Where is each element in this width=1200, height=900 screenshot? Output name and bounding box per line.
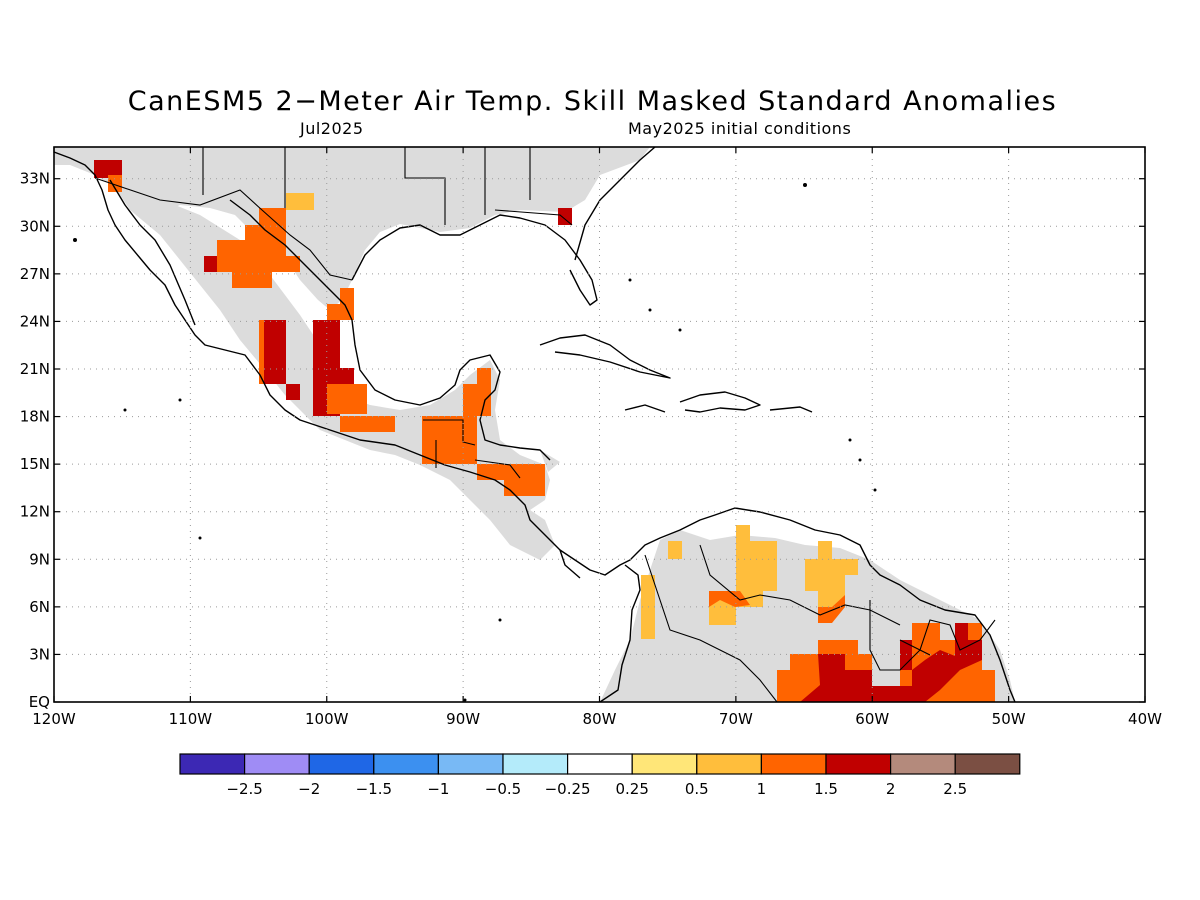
lat-label: EQ — [29, 693, 50, 711]
anomaly-cell — [340, 416, 395, 432]
anomaly-cells — [94, 160, 995, 702]
map-content — [54, 147, 1016, 702]
colorbar-swatch — [889, 753, 956, 775]
lon-label: 90W — [446, 710, 480, 728]
colorbar-tick-label: 1.5 — [814, 780, 838, 798]
lat-label: 33N — [20, 170, 50, 188]
lon-label: 40W — [1128, 710, 1162, 728]
map-title: CanESM5 2−Meter Air Temp. Skill Masked S… — [127, 86, 1058, 117]
colorbar-swatch — [437, 753, 504, 775]
colorbar-tick-label: 0.25 — [615, 780, 648, 798]
colorbar-tick-label: 1 — [757, 780, 767, 798]
colorbar-tick-label: −0.5 — [485, 780, 521, 798]
gridlines — [54, 147, 1145, 702]
colorbar-swatch — [308, 753, 375, 775]
colorbar-swatch — [179, 753, 246, 775]
colorbar-swatch — [954, 753, 1021, 775]
lat-label: 9N — [29, 550, 50, 568]
lat-label: 15N — [20, 455, 50, 473]
initial-conditions-label: May2025 initial conditions — [628, 119, 852, 138]
colorbar-swatch — [760, 753, 827, 775]
coastlines — [54, 147, 1016, 702]
colorbar-tick-label: −1 — [427, 780, 449, 798]
anomaly-cell — [204, 256, 217, 272]
anomaly-cell — [800, 623, 982, 702]
anomaly-cell — [340, 288, 354, 320]
lon-label: 110W — [169, 710, 213, 728]
anomaly-cell — [286, 384, 300, 400]
lon-label: 70W — [719, 710, 753, 728]
anomaly-cell — [259, 208, 286, 225]
colorbar-tick-label: 2.5 — [943, 780, 967, 798]
anomaly-cell — [94, 160, 122, 178]
colorbar-swatch — [244, 753, 310, 775]
lat-label: 3N — [29, 645, 50, 663]
colorbar — [179, 753, 1021, 775]
colorbar-tick-label: −0.25 — [545, 780, 591, 798]
anomaly-cell — [709, 591, 750, 607]
anomaly-cell — [463, 384, 477, 416]
lat-label: 6N — [29, 598, 50, 616]
colorbar-tick-label: −1.5 — [356, 780, 392, 798]
anomaly-cell — [286, 193, 314, 210]
anomaly-cell — [264, 320, 286, 384]
lat-label: 12N — [20, 503, 50, 521]
colorbar-tick-label: 0.5 — [685, 780, 709, 798]
colorbar-labels: −2.5 −2 −1.5 −1 −0.5 −0.25 0.25 0.5 1 1.5 2 2.5 — [226, 780, 967, 798]
lat-label: 27N — [20, 265, 50, 283]
longitude-labels: 120W 110W 100W 90W 80W 70W 60W 50W 40W — [32, 710, 1162, 728]
anomaly-cell — [558, 208, 572, 225]
colorbar-swatch — [825, 753, 892, 775]
colorbar-swatch — [566, 753, 633, 775]
axis-ticks — [53, 147, 1146, 703]
anomaly-cell — [422, 416, 477, 464]
colorbar-tick-label: 2 — [886, 780, 896, 798]
anomaly-cell — [668, 541, 682, 559]
anomaly-cell — [504, 480, 545, 496]
colorbar-tick-label: −2.5 — [226, 780, 262, 798]
anomaly-cell — [108, 175, 122, 192]
lat-label: 24N — [20, 312, 50, 330]
anomaly-cell — [900, 640, 912, 670]
political-borders — [94, 147, 996, 702]
lon-label: 100W — [305, 710, 349, 728]
colorbar-swatch — [502, 753, 569, 775]
anomaly-cell — [327, 304, 340, 320]
colorbar-swatch — [631, 753, 698, 775]
valid-month-label: Jul2025 — [300, 119, 364, 138]
lat-label: 18N — [20, 408, 50, 426]
lat-label: 30N — [20, 217, 50, 235]
islands — [73, 183, 877, 702]
latitude-labels: 33N 30N 27N 24N 21N 18N 15N 12N 9N 6N 3N EQ — [20, 170, 50, 711]
lat-label: 21N — [20, 360, 50, 378]
lon-label: 60W — [855, 710, 889, 728]
anomaly-cell — [818, 595, 845, 623]
lon-label: 50W — [992, 710, 1026, 728]
colorbar-tick-label: −2 — [298, 780, 320, 798]
colorbar-swatch — [373, 753, 439, 775]
lon-label: 80W — [583, 710, 617, 728]
colorbar-swatch — [696, 753, 762, 775]
map-frame-border — [53, 146, 1146, 703]
anomaly-cell — [477, 464, 545, 480]
lon-label: 120W — [32, 710, 76, 728]
anomaly-cell — [477, 368, 491, 416]
anomaly-cell — [327, 384, 367, 414]
